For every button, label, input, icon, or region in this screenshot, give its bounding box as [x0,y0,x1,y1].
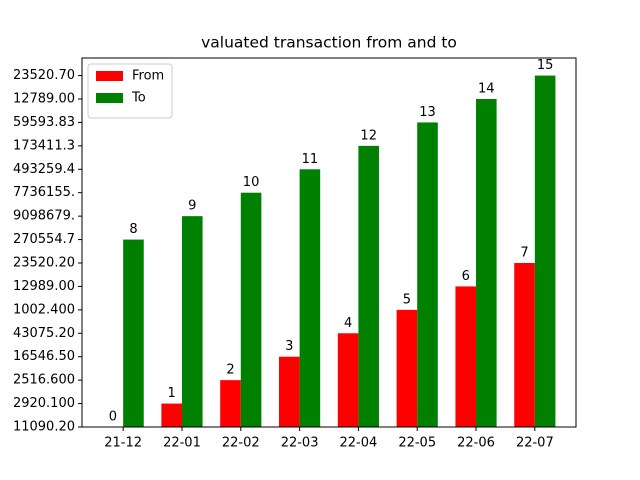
bar [476,99,497,427]
value-label: 7 [520,246,528,261]
y-tick-label: 23520.70 [13,68,75,83]
value-label: 5 [403,292,411,307]
bar [123,239,144,427]
value-label: 12 [360,128,377,143]
y-tick-label: 23520.20 [13,256,75,271]
y-tick-label: 43075.20 [13,326,75,341]
y-tick-label: 173411.3 [13,138,75,153]
value-label: 0 [109,410,117,425]
y-tick-label: 12989.00 [13,279,75,294]
x-tick-label: 22-01 [163,436,201,451]
legend-label: To [131,91,146,106]
bar [299,169,321,428]
y-tick-label: 16546.50 [13,349,75,364]
bar [514,263,535,427]
y-tick-label: 9098679. [13,209,75,224]
value-label: 10 [243,175,260,190]
chart-title: valuated transaction from and to [201,34,457,52]
value-label: 15 [537,58,554,73]
x-tick-label: 22-04 [340,436,378,451]
y-tick-label: 2920.100 [13,396,75,411]
y-tick-label: 493259.4 [13,162,75,177]
value-label: 11 [302,152,319,167]
x-tick-label: 22-07 [516,436,554,451]
legend-label: From [132,69,164,84]
value-label: 14 [478,82,495,97]
x-tick-label: 22-06 [457,436,495,451]
legend-swatch [96,93,123,103]
x-tick-label: 21-12 [104,436,142,451]
x-tick-label: 22-03 [281,436,319,451]
value-label: 3 [285,339,293,354]
bar [417,122,438,427]
value-label: 4 [344,316,352,331]
y-tick-label: 11090.20 [13,420,75,435]
y-tick-label: 1002.400 [13,302,75,317]
bar [358,145,379,427]
bar [455,286,477,427]
x-tick-label: 22-02 [222,436,260,451]
bar [279,356,300,427]
value-label: 13 [419,105,436,120]
bar [161,403,182,427]
bar [534,75,556,428]
legend-swatch [96,71,123,81]
y-tick-label: 59593.83 [13,115,75,130]
value-label: 1 [168,386,176,401]
value-label: 8 [129,222,137,237]
plot-frame [81,57,577,428]
value-label: 6 [462,269,470,284]
y-tick-label: 270554.7 [13,232,75,247]
bar [337,333,359,427]
y-tick-label: 2516.600 [13,373,75,388]
bar [396,309,418,427]
bar [181,216,203,427]
y-tick-label: 7736155. [13,185,75,200]
bar [220,380,241,427]
x-tick-label: 22-05 [398,436,436,451]
y-tick-label: 12789.00 [13,92,75,107]
value-label: 9 [188,199,196,214]
value-label: 2 [226,363,234,378]
bar [240,192,262,427]
